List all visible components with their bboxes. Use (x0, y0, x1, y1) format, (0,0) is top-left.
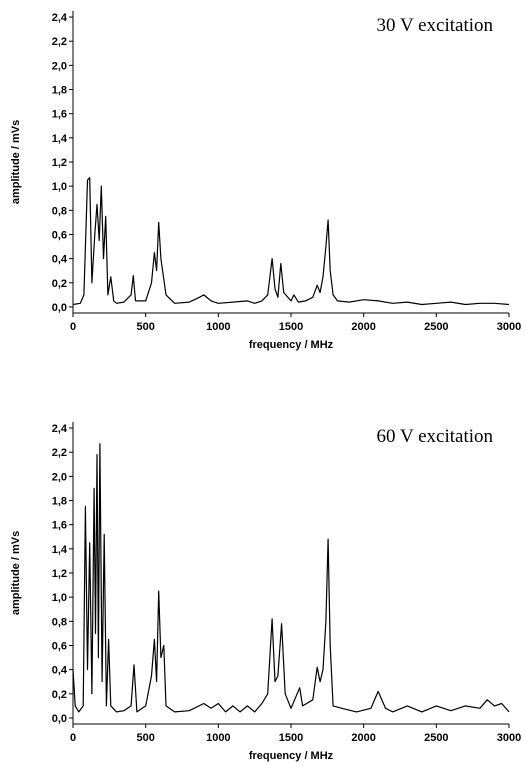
y-tick-label: 1,2 (52, 157, 67, 169)
y-tick-label: 0,0 (52, 302, 67, 314)
y-tick-label: 2,4 (52, 423, 68, 435)
y-tick-label: 2,2 (52, 447, 67, 459)
x-tick-label: 0 (70, 321, 76, 333)
y-tick-label: 1,4 (52, 133, 68, 145)
y-tick-label: 0,8 (52, 616, 67, 628)
x-tick-label: 2500 (424, 732, 448, 744)
annotation: 60 V excitation (377, 426, 494, 447)
x-tick-label: 3000 (497, 321, 521, 333)
y-tick-label: 1,8 (52, 496, 67, 508)
y-tick-label: 0,2 (52, 278, 67, 290)
spectrum-line (72, 177, 510, 306)
y-axis-title: amplitude / mVs (10, 531, 22, 615)
y-tick-label: 1,0 (52, 181, 67, 193)
y-tick-label: 1,8 (52, 85, 67, 97)
y-tick-label: 0,0 (52, 713, 67, 725)
y-tick-label: 0,8 (52, 205, 67, 217)
y-tick-label: 1,0 (52, 592, 67, 604)
y-axis-title: amplitude / mVs (10, 120, 22, 204)
y-tick-label: 0,4 (52, 254, 68, 266)
spectrum-line (72, 443, 510, 713)
x-axis-title: frequency / MHz (249, 339, 334, 351)
annotation: 30 V excitation (377, 15, 494, 36)
x-tick-label: 2000 (351, 732, 375, 744)
x-tick-label: 1000 (206, 321, 230, 333)
x-tick-label: 500 (136, 732, 154, 744)
y-tick-label: 0,6 (52, 640, 67, 652)
y-tick-label: 0,6 (52, 229, 67, 241)
y-tick-label: 2,4 (52, 12, 68, 24)
y-tick-label: 1,6 (52, 520, 67, 532)
y-tick-label: 0,2 (52, 689, 67, 701)
y-tick-label: 2,0 (52, 60, 67, 72)
x-tick-label: 3000 (497, 732, 521, 744)
y-tick-label: 0,4 (52, 665, 68, 677)
x-tick-label: 0 (70, 732, 76, 744)
x-tick-label: 2000 (351, 321, 375, 333)
y-tick-label: 1,4 (52, 544, 68, 556)
x-tick-label: 1500 (279, 321, 303, 333)
x-tick-label: 2500 (424, 321, 448, 333)
x-tick-label: 1000 (206, 732, 230, 744)
y-tick-label: 1,6 (52, 109, 67, 121)
y-tick-label: 2,0 (52, 471, 67, 483)
y-tick-label: 2,2 (52, 36, 67, 48)
x-axis-title: frequency / MHz (249, 750, 334, 762)
y-tick-label: 1,2 (52, 568, 67, 580)
x-tick-label: 500 (136, 321, 154, 333)
x-tick-label: 1500 (279, 732, 303, 744)
